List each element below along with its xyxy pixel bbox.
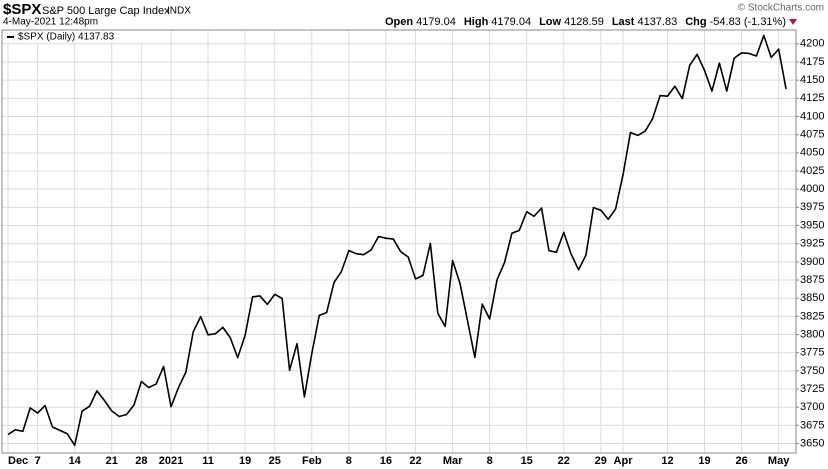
y-tick-label: 3825 [800, 310, 824, 322]
quote-label: Chg [685, 16, 706, 28]
quote-value: 4137.83 [637, 16, 677, 28]
x-tick-label: 29 [595, 455, 607, 467]
x-tick-label: 19 [239, 455, 251, 467]
quote-value: -54.83 [710, 16, 741, 28]
y-tick-label: 4175 [800, 56, 824, 68]
quote-value: 4179.04 [416, 16, 456, 28]
y-tick-label: 3700 [800, 401, 824, 413]
credit: © StockCharts.com [738, 3, 824, 14]
y-tick-label: 4200 [800, 38, 824, 50]
y-tick-label: 3800 [800, 328, 824, 340]
y-tick-label: 4075 [800, 129, 824, 141]
y-tick-label: 3925 [800, 238, 824, 250]
quote: Open 4179.04 High 4179.04 Low 4128.59 Last 4137… [385, 16, 786, 28]
x-tick-label: 8 [487, 455, 493, 467]
quote-pct: (-1.31%) [744, 16, 786, 28]
y-tick-label: 3650 [800, 437, 824, 449]
x-tick-label: 22 [558, 455, 570, 467]
x-tick-label: 14 [69, 455, 82, 467]
y-tick-label: 4050 [800, 147, 824, 159]
quote-label: Last [612, 16, 635, 28]
y-tick-label: 4150 [800, 74, 824, 86]
quote-label: High [464, 16, 489, 28]
x-tick-label: May [768, 455, 790, 467]
y-tick-label: 4000 [800, 183, 824, 195]
quote-value: 4179.04 [491, 16, 531, 28]
y-tick-label: 4025 [800, 165, 824, 177]
y-tick-label: 3850 [800, 292, 824, 304]
legend-box [4, 31, 154, 43]
index-name: S&P 500 Large Cap Index [42, 5, 170, 17]
y-tick-label: 3975 [800, 201, 824, 213]
x-tick-label: 2021 [159, 455, 183, 467]
x-tick-label: Feb [302, 455, 322, 467]
price-line [7, 34, 787, 447]
quote-label: Open [385, 16, 413, 28]
y-tick-label: 3875 [800, 274, 824, 286]
legend-label: $SPX (Daily) 4137.83 [18, 32, 115, 43]
y-tick-label: 3750 [800, 365, 824, 377]
x-tick-label: 25 [269, 455, 281, 467]
y-tick-label: 3950 [800, 219, 824, 231]
x-tick-label: 15 [521, 455, 533, 467]
datetime: 4-May-2021 12:48pm [3, 17, 98, 28]
x-tick-label: 12 [661, 455, 673, 467]
y-tick-label: 3725 [800, 383, 824, 395]
x-tick-label: Mar [443, 455, 463, 467]
y-tick-label: 3900 [800, 256, 824, 268]
quote-label: Low [539, 16, 561, 28]
down-arrow [789, 19, 797, 25]
x-tick-label: 8 [346, 455, 352, 467]
x-tick-label: 19 [698, 455, 710, 467]
y-tick-label: 4125 [800, 92, 824, 104]
exchange: INDX [167, 6, 191, 17]
x-tick-label: Apr [614, 455, 634, 467]
x-tick-label: Dec [8, 455, 28, 467]
y-tick-label: 3675 [800, 419, 824, 431]
plot [2, 30, 796, 453]
x-tick-label: 21 [106, 455, 118, 467]
plot-border [1, 29, 797, 454]
x-tick-label: 22 [409, 455, 421, 467]
y-tick-label: 4100 [800, 110, 824, 122]
symbol: $SPX [3, 1, 41, 18]
x-tick-label: 11 [202, 455, 214, 467]
x-tick-label: 16 [380, 455, 392, 467]
quote-value: 4128.59 [564, 16, 604, 28]
x-tick-label: 28 [135, 455, 147, 467]
x-tick-label: 26 [735, 455, 747, 467]
x-tick-label: 7 [35, 455, 41, 467]
y-tick-label: 3775 [800, 347, 824, 359]
